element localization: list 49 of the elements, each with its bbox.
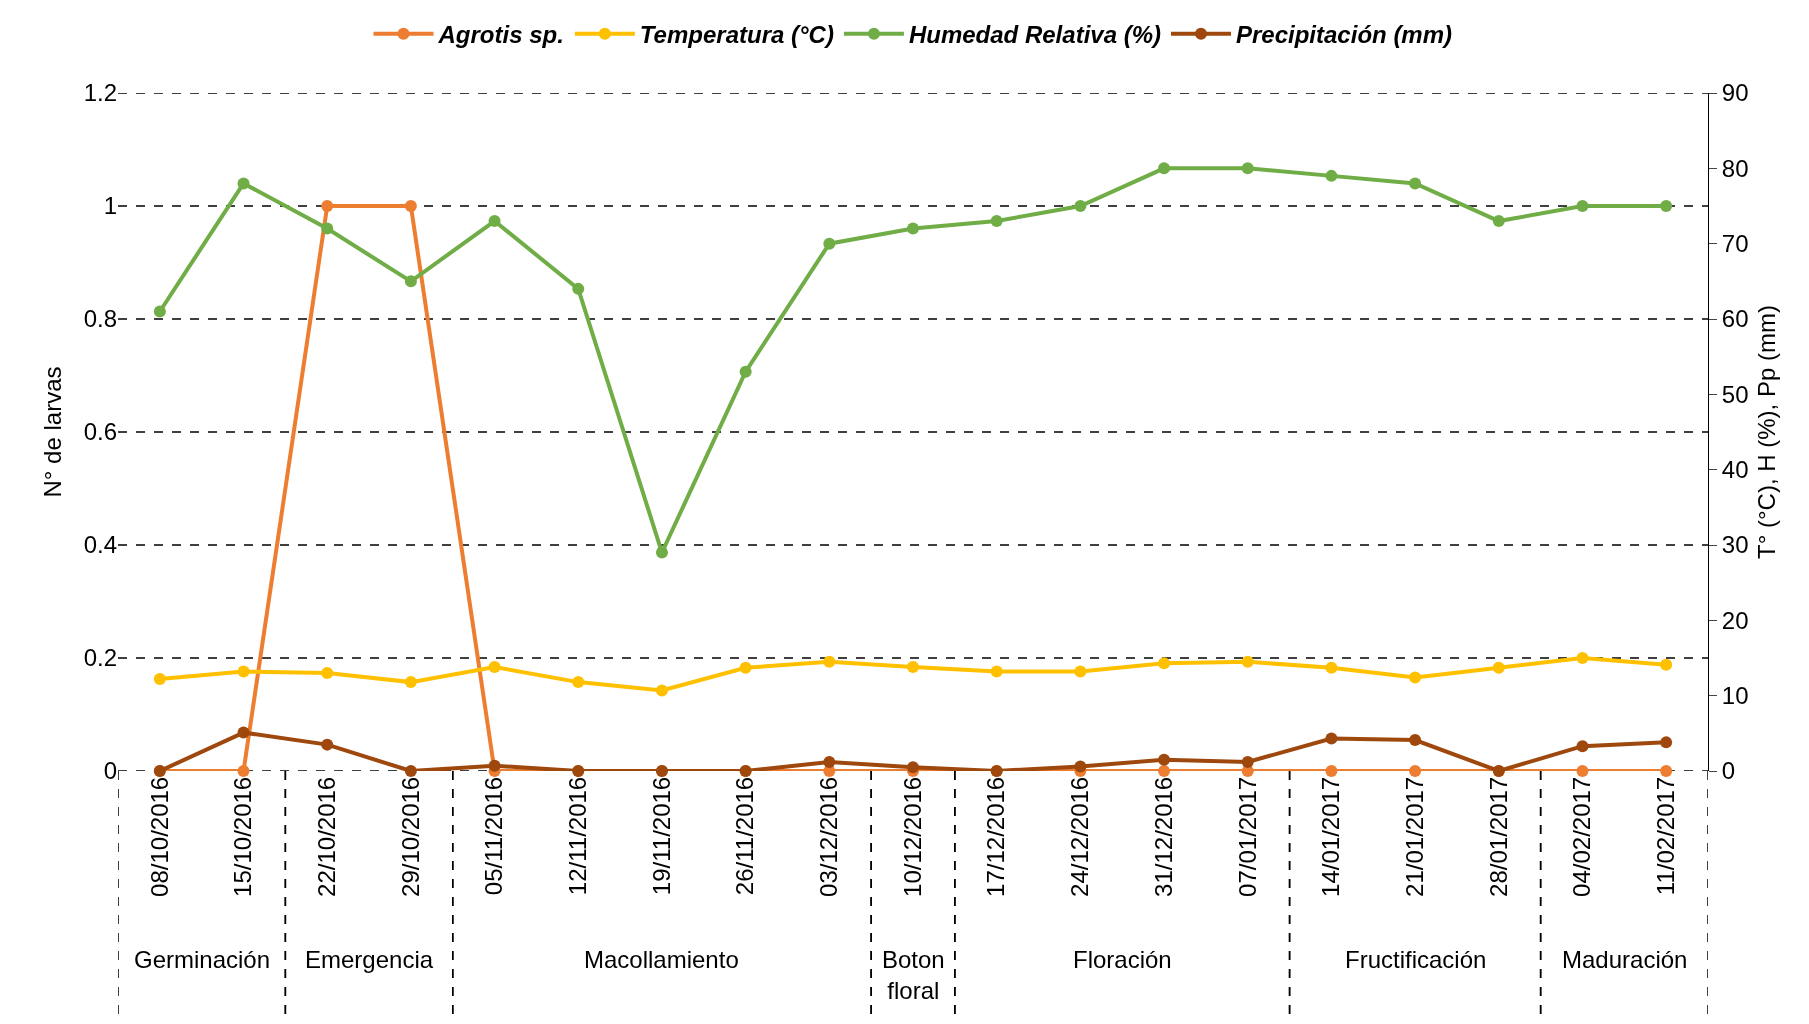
y-tick-label: 0.6: [83, 418, 117, 446]
y2-tick-label: 60: [1721, 305, 1749, 333]
y2-tick-label: 30: [1721, 531, 1749, 559]
y-tick-label: 0.8: [83, 305, 117, 333]
x-tick-label: 07/01/2017: [1233, 776, 1261, 897]
x-tick-label: 17/12/2016: [982, 776, 1010, 897]
y2-tick-label: 20: [1721, 606, 1749, 634]
x-tick-label: 24/12/2016: [1066, 776, 1094, 897]
y-tick-label: 1.2: [83, 79, 117, 107]
legend-label: Precipitación (mm): [1235, 21, 1453, 49]
legend-label: Agrotis sp.: [437, 21, 564, 49]
legend-label: Temperatura (°C): [639, 21, 834, 49]
x-tick-label: 19/11/2016: [647, 776, 675, 896]
x-tick-label: 03/12/2016: [815, 776, 843, 897]
x-tick-label: 22/10/2016: [313, 776, 341, 897]
x-tick-label: 29/10/2016: [396, 776, 424, 897]
text: Boton floral: [882, 946, 945, 1005]
x-tick-label: 21/01/2017: [1400, 776, 1428, 897]
y2-tick-label: 90: [1721, 79, 1749, 107]
y2-axis-title: T° (°C), H (%), Pp (mm): [1752, 305, 1780, 559]
x-tick-label: 12/11/2016: [564, 776, 592, 896]
y-tick-label: 0.4: [83, 531, 117, 559]
x-tick-label: 10/12/2016: [898, 776, 926, 897]
x-tick-label: 11/02/2017: [1651, 776, 1679, 896]
text: Emergencia: [305, 946, 434, 973]
y2-tick-label: 40: [1721, 456, 1749, 484]
y2-tick-label: 80: [1721, 154, 1749, 182]
y-tick-label: 0: [103, 757, 117, 785]
x-tick-label: 26/11/2016: [731, 776, 759, 896]
x-tick-label: 28/01/2017: [1484, 776, 1512, 897]
y2-tick-label: 10: [1721, 682, 1749, 710]
x-tick-label: 08/10/2016: [145, 776, 173, 897]
y2-tick-label: 50: [1721, 380, 1749, 408]
y2-tick-label: 70: [1721, 230, 1749, 258]
y-tick-label: 1: [103, 192, 117, 220]
x-tick-label: 31/12/2016: [1149, 776, 1177, 897]
y2-tick-label: 0: [1721, 757, 1736, 785]
x-tick-label: 14/01/2017: [1317, 776, 1345, 897]
x-tick-label: 05/11/2016: [480, 776, 508, 896]
x-tick-label: 15/10/2016: [229, 776, 257, 897]
text: Maduración: [1562, 946, 1688, 973]
y-tick-label: 0.2: [83, 644, 117, 672]
text: Floración: [1073, 946, 1172, 973]
text: Macollamiento: [584, 946, 739, 973]
x-tick-label: 04/02/2017: [1568, 776, 1596, 897]
legend-label: Humedad Relativa (%): [908, 21, 1161, 49]
y-axis-title: N° de larvas: [38, 366, 66, 498]
text: Fructificación: [1345, 946, 1487, 973]
text: Germinación: [134, 946, 271, 973]
